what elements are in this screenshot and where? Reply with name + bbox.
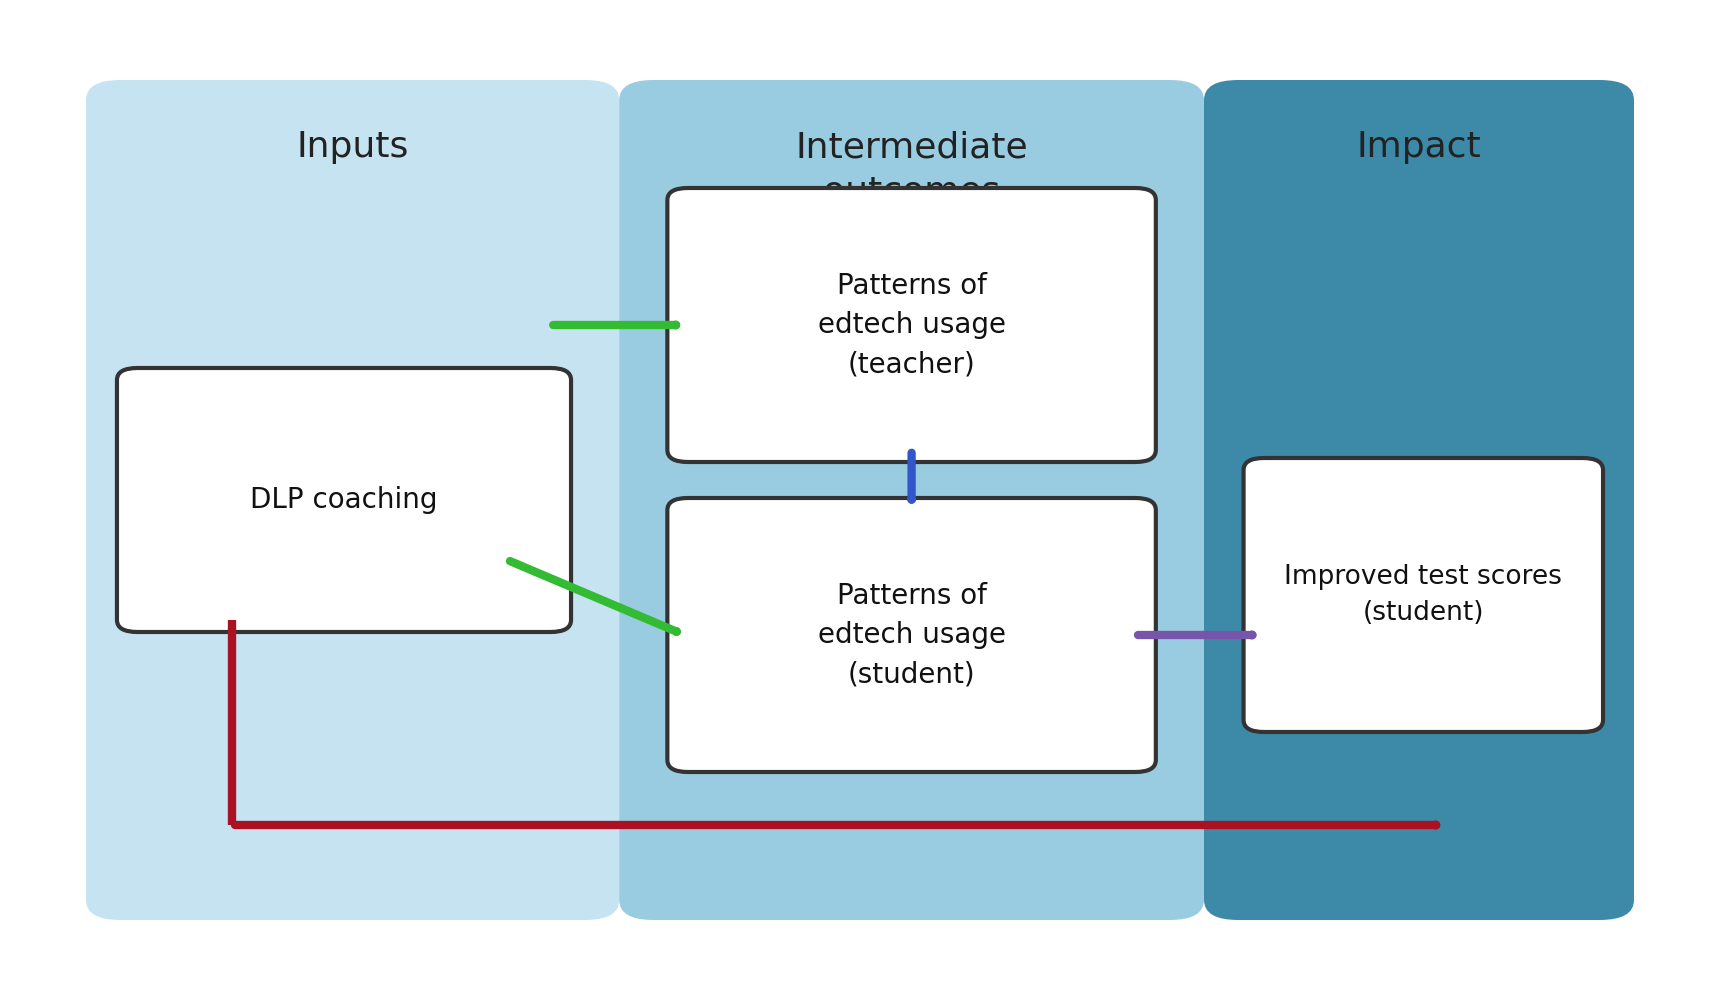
Text: Patterns of
edtech usage
(teacher): Patterns of edtech usage (teacher) bbox=[817, 272, 1006, 378]
Text: Impact: Impact bbox=[1357, 130, 1481, 164]
Text: DLP coaching: DLP coaching bbox=[249, 486, 439, 514]
FancyBboxPatch shape bbox=[86, 80, 619, 920]
Text: Improved test scores
(student): Improved test scores (student) bbox=[1285, 564, 1562, 626]
Text: Patterns of
edtech usage
(student): Patterns of edtech usage (student) bbox=[817, 582, 1006, 688]
FancyBboxPatch shape bbox=[1244, 458, 1603, 732]
FancyBboxPatch shape bbox=[667, 498, 1156, 772]
FancyBboxPatch shape bbox=[619, 80, 1204, 920]
Text: Inputs: Inputs bbox=[296, 130, 409, 164]
FancyBboxPatch shape bbox=[667, 188, 1156, 462]
FancyBboxPatch shape bbox=[117, 368, 571, 632]
FancyBboxPatch shape bbox=[1204, 80, 1634, 920]
Text: Intermediate
outcomes
(mediators): Intermediate outcomes (mediators) bbox=[795, 130, 1029, 254]
